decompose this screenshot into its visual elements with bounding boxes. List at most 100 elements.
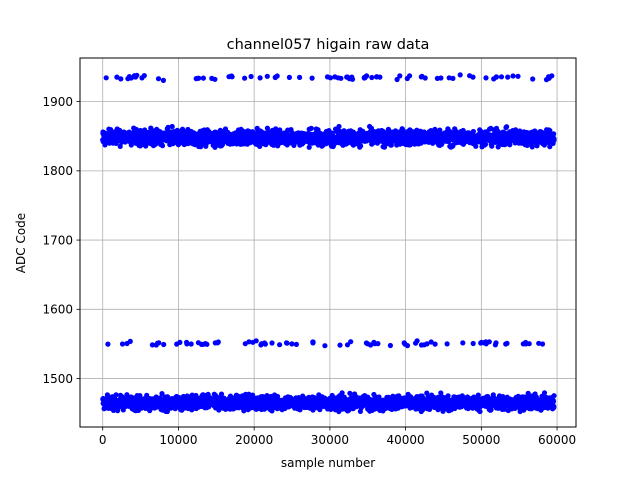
y-tick-label: 1800 bbox=[42, 164, 73, 178]
data-point bbox=[401, 340, 407, 346]
data-point bbox=[504, 340, 510, 346]
data-points bbox=[100, 72, 557, 415]
data-point bbox=[457, 72, 463, 78]
data-point bbox=[277, 342, 283, 348]
data-point bbox=[306, 144, 312, 150]
data-point bbox=[218, 391, 225, 397]
data-point bbox=[105, 341, 111, 347]
data-point bbox=[493, 74, 499, 80]
data-point bbox=[160, 77, 166, 83]
data-point bbox=[434, 75, 440, 81]
data-point bbox=[289, 341, 295, 347]
data-point bbox=[498, 74, 505, 80]
data-point bbox=[141, 73, 147, 79]
data-point bbox=[361, 74, 368, 80]
data-point bbox=[133, 74, 139, 80]
data-point bbox=[297, 74, 303, 80]
x-tick-label: 50000 bbox=[462, 433, 500, 447]
y-axis-label: ADC Code bbox=[14, 213, 28, 273]
data-point bbox=[159, 391, 165, 397]
data-point bbox=[308, 125, 314, 131]
data-point bbox=[161, 341, 167, 348]
data-point bbox=[337, 342, 343, 348]
data-point bbox=[486, 339, 492, 345]
data-point bbox=[397, 73, 403, 79]
data-point bbox=[119, 341, 126, 347]
data-point bbox=[246, 339, 252, 345]
data-point bbox=[215, 339, 221, 345]
data-point bbox=[103, 75, 109, 81]
data-point bbox=[368, 342, 374, 348]
data-point bbox=[248, 73, 254, 80]
data-point bbox=[432, 341, 438, 347]
data-point bbox=[541, 390, 548, 396]
data-point bbox=[523, 339, 529, 346]
data-point bbox=[332, 74, 338, 80]
data-point bbox=[369, 74, 375, 81]
data-point bbox=[444, 341, 450, 347]
data-point bbox=[551, 403, 557, 409]
data-point bbox=[242, 75, 248, 81]
data-point bbox=[413, 340, 419, 346]
band-low-baseline bbox=[100, 390, 557, 415]
data-point bbox=[113, 392, 119, 398]
data-point bbox=[339, 390, 345, 396]
data-point bbox=[470, 340, 476, 347]
x-tick-label: 0 bbox=[99, 433, 107, 447]
data-point bbox=[177, 339, 183, 345]
x-tick-label: 40000 bbox=[387, 433, 425, 447]
data-point bbox=[344, 342, 351, 348]
data-point bbox=[193, 76, 199, 82]
y-tick-label: 1600 bbox=[42, 303, 73, 317]
data-point bbox=[118, 76, 124, 82]
x-tick-label: 30000 bbox=[311, 433, 349, 447]
data-point bbox=[253, 338, 259, 344]
data-point bbox=[184, 339, 190, 345]
data-point bbox=[483, 75, 489, 81]
data-point bbox=[153, 342, 159, 348]
data-point bbox=[477, 408, 483, 415]
data-point bbox=[327, 75, 334, 81]
data-point bbox=[504, 124, 510, 130]
data-point bbox=[228, 73, 235, 79]
data-point bbox=[404, 75, 410, 82]
data-point bbox=[124, 340, 130, 347]
data-point bbox=[269, 340, 275, 346]
data-point bbox=[510, 73, 516, 79]
data-point bbox=[551, 137, 557, 143]
data-point bbox=[283, 340, 290, 346]
data-point bbox=[272, 74, 278, 81]
data-point bbox=[539, 341, 546, 347]
data-point bbox=[297, 407, 303, 413]
data-point bbox=[322, 343, 328, 349]
data-point bbox=[261, 340, 268, 346]
data-point bbox=[209, 75, 215, 81]
data-point bbox=[264, 73, 270, 79]
data-point bbox=[159, 143, 166, 149]
data-point bbox=[286, 74, 292, 80]
data-point bbox=[155, 76, 162, 82]
data-point bbox=[338, 75, 344, 81]
data-point bbox=[126, 74, 132, 80]
chart-title: channel057 higain raw data bbox=[227, 37, 430, 53]
data-point bbox=[200, 75, 206, 81]
data-point bbox=[475, 392, 481, 398]
data-point bbox=[515, 73, 521, 79]
x-tick-label: 20000 bbox=[235, 433, 273, 447]
data-point bbox=[198, 341, 205, 347]
grid bbox=[80, 58, 576, 427]
y-tick-label: 1500 bbox=[42, 372, 73, 386]
data-point bbox=[310, 340, 316, 346]
data-point bbox=[550, 397, 556, 403]
data-point bbox=[482, 141, 489, 147]
data-point bbox=[358, 143, 364, 149]
data-point bbox=[110, 407, 117, 413]
data-point bbox=[530, 76, 536, 82]
y-tick-label: 1900 bbox=[42, 95, 73, 109]
data-point bbox=[169, 123, 175, 130]
data-point bbox=[293, 341, 299, 347]
data-point bbox=[551, 131, 557, 137]
data-point bbox=[446, 75, 452, 81]
data-point bbox=[424, 341, 430, 347]
